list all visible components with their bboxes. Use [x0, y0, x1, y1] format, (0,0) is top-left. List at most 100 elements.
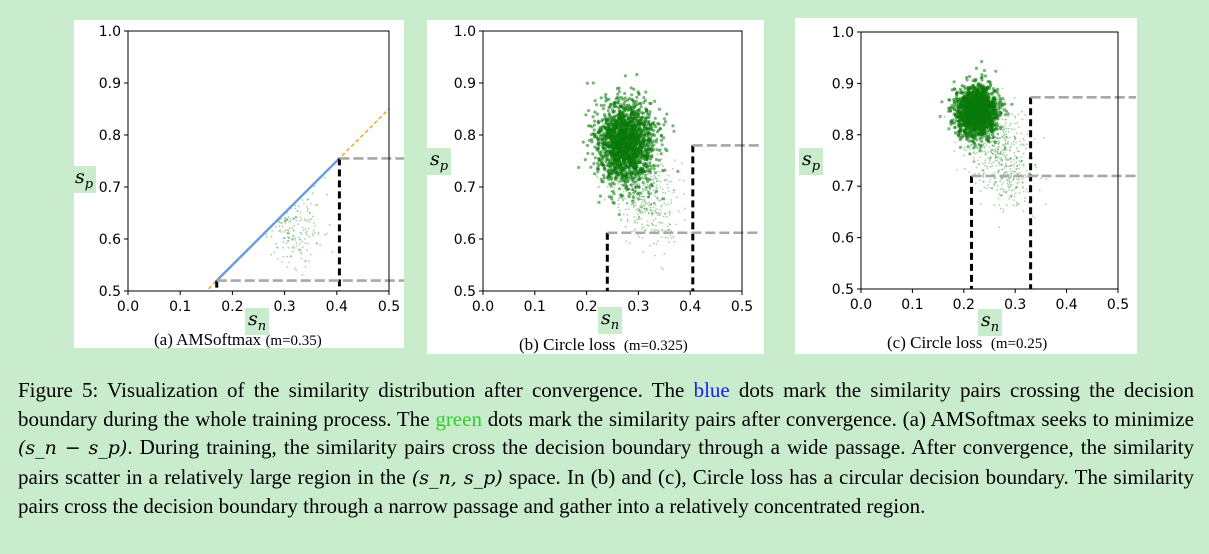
scatter-point [634, 186, 637, 189]
scatter-point [638, 177, 642, 181]
scatter-point [612, 180, 615, 183]
scatter-point [1010, 145, 1013, 148]
scatter-point [625, 158, 627, 161]
scatter-point [611, 110, 615, 114]
scatter-point [988, 133, 990, 136]
scatter-point [1008, 177, 1011, 180]
scatter-point [286, 229, 289, 231]
scatter-point [1000, 124, 1003, 127]
scatter-point [592, 172, 596, 176]
scatter-point [650, 178, 653, 181]
scatter-point [963, 148, 965, 151]
scatter-point [668, 213, 671, 216]
scatter-point [1011, 194, 1014, 197]
scatter-point [966, 128, 969, 130]
scatter-point [638, 145, 642, 149]
scatter-point [670, 180, 673, 183]
scatter-point [1026, 133, 1029, 135]
scatter-point [638, 127, 642, 131]
scatter-point [641, 206, 643, 209]
scatter-point [605, 148, 607, 150]
scatter-point [1005, 179, 1008, 182]
scatter-point [668, 180, 670, 183]
scatter-point [288, 221, 290, 223]
scatter-point [987, 184, 989, 187]
scatter-point [639, 212, 642, 215]
scatter-point [654, 209, 657, 212]
scatter-point [627, 162, 630, 165]
scatter-point [294, 207, 297, 210]
scatter-point [1004, 142, 1007, 145]
scatter-point [633, 216, 636, 218]
scatter-point [624, 157, 627, 159]
scatter-point [972, 115, 975, 118]
scatter-point [987, 151, 989, 154]
scatter-point [622, 141, 625, 144]
scatter-point [1002, 154, 1005, 156]
scatter-point [638, 218, 640, 221]
scatter-point [638, 208, 640, 211]
scatter-point [633, 205, 636, 208]
scatter-point [978, 149, 982, 153]
scatter-point [979, 104, 983, 108]
scatter-point [1014, 171, 1016, 173]
scatter-point [606, 140, 610, 144]
scatter-point [622, 198, 624, 201]
scatter-point [986, 187, 988, 190]
scatter-point [608, 175, 612, 179]
scatter-point [639, 132, 642, 135]
scatter-point [298, 248, 300, 251]
scatter-point [626, 174, 629, 176]
x-tick-label: 0.5 [731, 299, 753, 315]
scatter-point [667, 190, 670, 192]
scatter-point [1007, 127, 1010, 130]
scatter-point [998, 140, 1000, 142]
scatter-point [306, 205, 308, 208]
scatter-point [1018, 163, 1021, 166]
scatter-point [613, 158, 617, 162]
scatter-point [1015, 141, 1017, 144]
scatter-point [647, 151, 650, 154]
scatter-point [1007, 140, 1009, 143]
scatter-point [661, 222, 664, 224]
scatter-point [313, 232, 316, 234]
scatter-point [992, 125, 995, 128]
scatter-point [973, 117, 977, 121]
scatter-point [633, 183, 635, 186]
scatter-point [983, 116, 987, 120]
scatter-point [635, 154, 639, 158]
scatter-point [650, 165, 652, 168]
scatter-point [656, 190, 659, 192]
scatter-point [295, 269, 298, 272]
scatter-point [967, 104, 971, 108]
scatter-point [631, 171, 635, 175]
scatter-point [657, 158, 661, 162]
scatter-point [637, 207, 639, 210]
scatter-point [974, 182, 977, 185]
scatter-point [1001, 87, 1004, 90]
scatter-point [298, 236, 300, 239]
scatter-point [602, 173, 606, 177]
scatter-point [663, 179, 666, 181]
scatter-point [636, 192, 639, 194]
scatter-point [617, 199, 619, 202]
scatter-point [581, 140, 585, 144]
scatter-point [656, 164, 660, 168]
scatter-point [639, 161, 641, 164]
scatter-point [974, 66, 979, 70]
scatter-point [1004, 156, 1007, 159]
scatter-point [661, 170, 664, 173]
scatter-point [962, 128, 966, 132]
scatter-point [989, 133, 992, 136]
scatter-point [1015, 186, 1017, 189]
scatter-point [980, 136, 984, 140]
scatter-point [985, 115, 988, 118]
scatter-point [644, 199, 647, 201]
scatter-point [636, 151, 638, 153]
scatter-point [985, 153, 987, 156]
scatter-point [969, 148, 972, 150]
scatter-point [609, 195, 613, 199]
scatter-point [667, 225, 669, 228]
scatter-point [655, 130, 659, 134]
scatter-point [1001, 118, 1004, 120]
